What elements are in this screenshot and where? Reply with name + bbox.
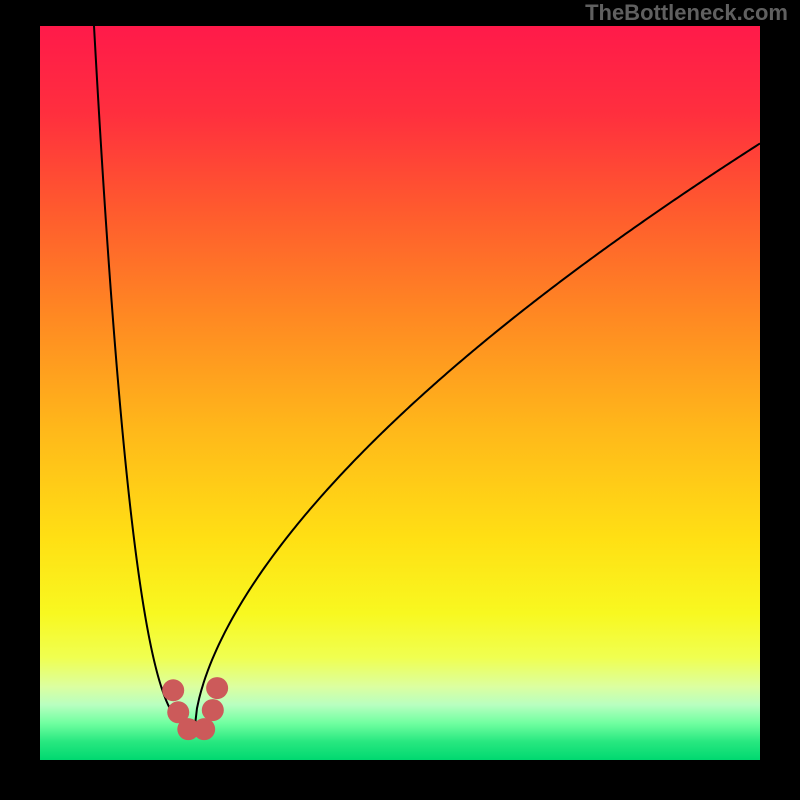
- curve-marker: [202, 699, 224, 721]
- watermark-text: TheBottleneck.com: [585, 0, 788, 26]
- curve-marker: [206, 677, 228, 699]
- curve-marker: [193, 718, 215, 740]
- curve-marker: [162, 679, 184, 701]
- chart-container: TheBottleneck.com: [0, 0, 800, 800]
- bottleneck-chart: [0, 0, 800, 800]
- chart-background-gradient: [40, 26, 760, 760]
